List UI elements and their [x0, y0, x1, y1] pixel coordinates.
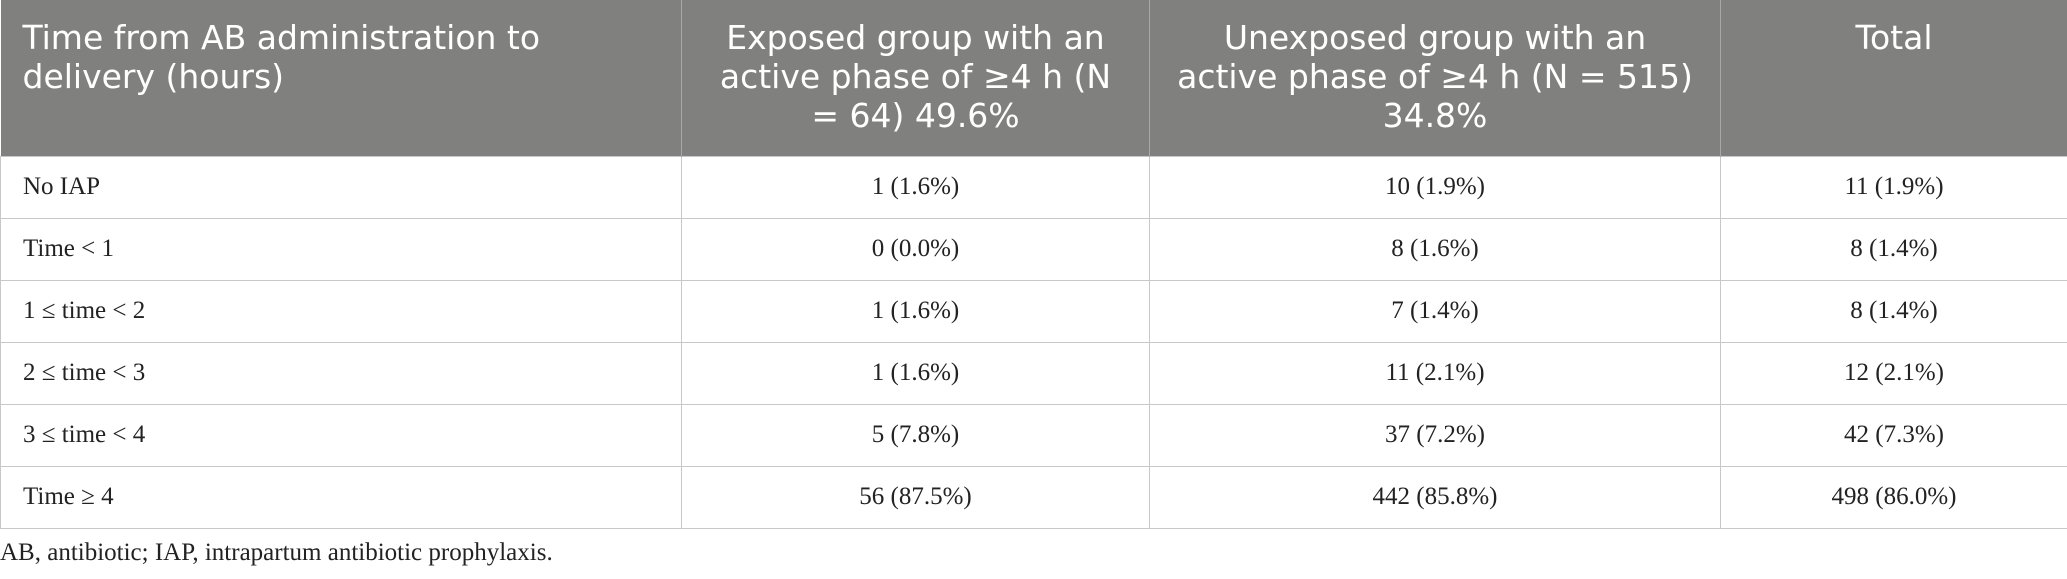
table-body: No IAP 1 (1.6%) 10 (1.9%) 11 (1.9%) Time < 1… [0, 155, 2067, 529]
row-label: 3 ≤ time < 4 [0, 403, 682, 467]
data-table: Time from AB administration to delivery … [0, 0, 2067, 529]
cell: 8 (1.6%) [1149, 217, 1721, 281]
cell: 42 (7.3%) [1720, 403, 2067, 467]
row-label: Time ≥ 4 [0, 465, 682, 529]
header-row: Time from AB administration to delivery … [0, 0, 2067, 156]
cell: 5 (7.8%) [681, 403, 1150, 467]
cell: 37 (7.2%) [1149, 403, 1721, 467]
table-row: Time ≥ 4 56 (87.5%) 442 (85.8%) 498 (86.0%) [0, 465, 2067, 529]
cell: 7 (1.4%) [1149, 279, 1721, 343]
cell: 498 (86.0%) [1720, 465, 2067, 529]
cell: 11 (2.1%) [1149, 341, 1721, 405]
cell: 8 (1.4%) [1720, 217, 2067, 281]
cell: 1 (1.6%) [681, 279, 1150, 343]
cell: 11 (1.9%) [1720, 155, 2067, 219]
header-cell: Unexposed group with an active phase of … [1149, 0, 1721, 156]
header-cell: Exposed group with an active phase of ≥4… [681, 0, 1150, 156]
cell: 0 (0.0%) [681, 217, 1150, 281]
cell: 8 (1.4%) [1720, 279, 2067, 343]
cell: 1 (1.6%) [681, 341, 1150, 405]
header-cell: Time from AB administration to delivery … [0, 0, 682, 156]
row-label: 2 ≤ time < 3 [0, 341, 682, 405]
cell: 10 (1.9%) [1149, 155, 1721, 219]
header-cell: Total [1720, 0, 2067, 156]
row-label: 1 ≤ time < 2 [0, 279, 682, 343]
row-label: No IAP [0, 155, 682, 219]
row-label: Time < 1 [0, 217, 682, 281]
cell: 1 (1.6%) [681, 155, 1150, 219]
table-row: No IAP 1 (1.6%) 10 (1.9%) 11 (1.9%) [0, 155, 2067, 219]
cell: 56 (87.5%) [681, 465, 1150, 529]
cell: 12 (2.1%) [1720, 341, 2067, 405]
cell: 442 (85.8%) [1149, 465, 1721, 529]
footnote: AB, antibiotic; IAP, intrapartum antibio… [0, 539, 553, 566]
table-header: Time from AB administration to delivery … [0, 0, 2067, 156]
